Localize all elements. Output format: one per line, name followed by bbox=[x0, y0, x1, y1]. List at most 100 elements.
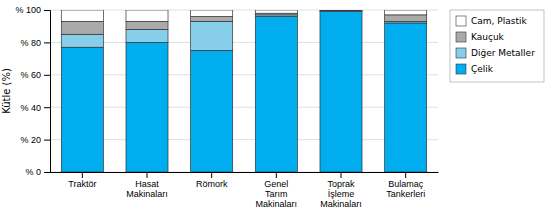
tick-label-line: Römork bbox=[196, 179, 228, 189]
bar-segment bbox=[126, 21, 168, 29]
legend-swatch bbox=[456, 16, 466, 26]
grid-line bbox=[50, 10, 438, 11]
tick-mark bbox=[44, 10, 50, 11]
tick-label-line: Tankerleri bbox=[386, 189, 425, 199]
series bbox=[61, 10, 426, 21]
bar-segment bbox=[385, 23, 427, 172]
legend-swatch bbox=[456, 48, 466, 58]
bar-segment bbox=[191, 21, 233, 50]
tick-label-line: Makinaları bbox=[126, 189, 168, 199]
bar-segment bbox=[61, 10, 103, 21]
tick-label-line: Makinaları bbox=[320, 199, 362, 209]
tick: % 20 bbox=[20, 135, 50, 145]
legend-label: Kauçuk bbox=[471, 32, 505, 42]
grid bbox=[50, 10, 438, 172]
tick: Traktör bbox=[68, 172, 96, 189]
tick: BulamaçTankerleri bbox=[386, 172, 425, 199]
grid-line bbox=[50, 172, 438, 173]
tick-label-line: Toprak bbox=[327, 179, 355, 189]
bar-segment bbox=[385, 10, 427, 15]
axis-domain bbox=[44, 11, 51, 173]
legend: Cam, Plastik Kauçuk Diğer Metaller Çelik bbox=[450, 10, 544, 82]
tick-label: % 60 bbox=[20, 70, 41, 80]
tick-mark bbox=[341, 172, 342, 178]
legend-item: Kauçuk bbox=[456, 32, 505, 42]
tick-label-line: Tarım bbox=[265, 189, 288, 199]
tick: % 100 bbox=[15, 5, 50, 15]
x-axis: TraktörHasatMakinalarıRömorkGenelTarımMa… bbox=[51, 172, 439, 209]
tick: % 40 bbox=[20, 103, 50, 113]
axis-domain bbox=[51, 172, 439, 173]
tick-label: % 100 bbox=[15, 5, 41, 15]
legend-label: Çelik bbox=[471, 64, 494, 74]
tick-label: BulamaçTankerleri bbox=[386, 179, 425, 199]
tick-mark bbox=[211, 172, 212, 178]
tick-mark bbox=[147, 172, 148, 178]
bar-segment bbox=[320, 10, 362, 11]
bar-segment bbox=[61, 21, 103, 34]
tick-mark bbox=[82, 172, 83, 178]
tick-mark bbox=[276, 172, 277, 178]
bar-segment bbox=[126, 29, 168, 42]
tick: ToprakİşlemeMakinaları bbox=[320, 172, 362, 209]
tick-label: % 80 bbox=[20, 38, 41, 48]
legend-frame bbox=[450, 10, 544, 82]
bar-segment bbox=[320, 10, 362, 11]
grid-line bbox=[50, 107, 438, 108]
grid-line bbox=[50, 139, 438, 140]
bar-segment bbox=[255, 16, 297, 172]
tick-label: Römork bbox=[196, 179, 228, 189]
bar-segment bbox=[191, 51, 233, 173]
tick: % 60 bbox=[20, 70, 50, 80]
tick-label: GenelTarımMakinaları bbox=[256, 179, 298, 209]
bar-segment bbox=[255, 10, 297, 13]
tick-label: % 40 bbox=[20, 103, 41, 113]
legend-label: Diğer Metaller bbox=[471, 48, 535, 58]
bar-segment bbox=[320, 12, 362, 172]
tick-mark bbox=[44, 75, 50, 76]
chart: % 0% 20% 40% 60% 80% 100TraktörHasatMaki… bbox=[0, 0, 550, 216]
y-axis-title: Kütle (%) bbox=[1, 68, 12, 114]
plot: % 0% 20% 40% 60% 80% 100TraktörHasatMaki… bbox=[1, 5, 544, 209]
tick-label: % 0 bbox=[25, 167, 41, 177]
tick: % 0 bbox=[25, 167, 50, 177]
bar-segment bbox=[126, 42, 168, 172]
tick-mark bbox=[44, 107, 50, 108]
tick-label: % 20 bbox=[20, 135, 41, 145]
bar-segment bbox=[191, 10, 233, 16]
tick-mark bbox=[405, 172, 406, 178]
tick-mark bbox=[44, 172, 50, 173]
series bbox=[61, 11, 426, 51]
tick-label: HasatMakinaları bbox=[126, 179, 168, 199]
tick-label-line: Bulamaç bbox=[388, 179, 424, 189]
bar-segment bbox=[126, 10, 168, 21]
series bbox=[61, 12, 426, 172]
bars bbox=[61, 10, 426, 172]
tick-label-line: Genel bbox=[264, 179, 288, 189]
bar-segment bbox=[320, 10, 362, 12]
bar-segment bbox=[385, 15, 427, 21]
tick-mark bbox=[44, 42, 50, 43]
legend-item: Çelik bbox=[456, 64, 494, 74]
tick-label: ToprakİşlemeMakinaları bbox=[320, 179, 362, 209]
bar-segment bbox=[61, 47, 103, 172]
tick-label-line: İşleme bbox=[328, 189, 355, 199]
grid-line bbox=[50, 74, 438, 75]
bar-segment bbox=[191, 16, 233, 21]
tick: % 80 bbox=[20, 38, 50, 48]
legend-label: Cam, Plastik bbox=[471, 16, 527, 26]
tick-label-line: Hasat bbox=[135, 179, 159, 189]
tick-mark bbox=[44, 140, 50, 141]
legend-item: Diğer Metaller bbox=[456, 48, 535, 58]
tick: HasatMakinaları bbox=[126, 172, 168, 199]
series bbox=[61, 10, 426, 34]
y-axis: % 0 % 20 % 40 % 60 % 80 % 100 bbox=[15, 5, 50, 177]
grid-line bbox=[50, 42, 438, 43]
bar-segment bbox=[61, 34, 103, 47]
tick-label-line: Traktör bbox=[68, 179, 96, 189]
legend-item: Cam, Plastik bbox=[456, 16, 527, 26]
legend-swatch bbox=[456, 64, 466, 74]
legend-swatch bbox=[456, 32, 466, 42]
tick: Römork bbox=[196, 172, 228, 189]
tick-label: Traktör bbox=[68, 179, 96, 189]
